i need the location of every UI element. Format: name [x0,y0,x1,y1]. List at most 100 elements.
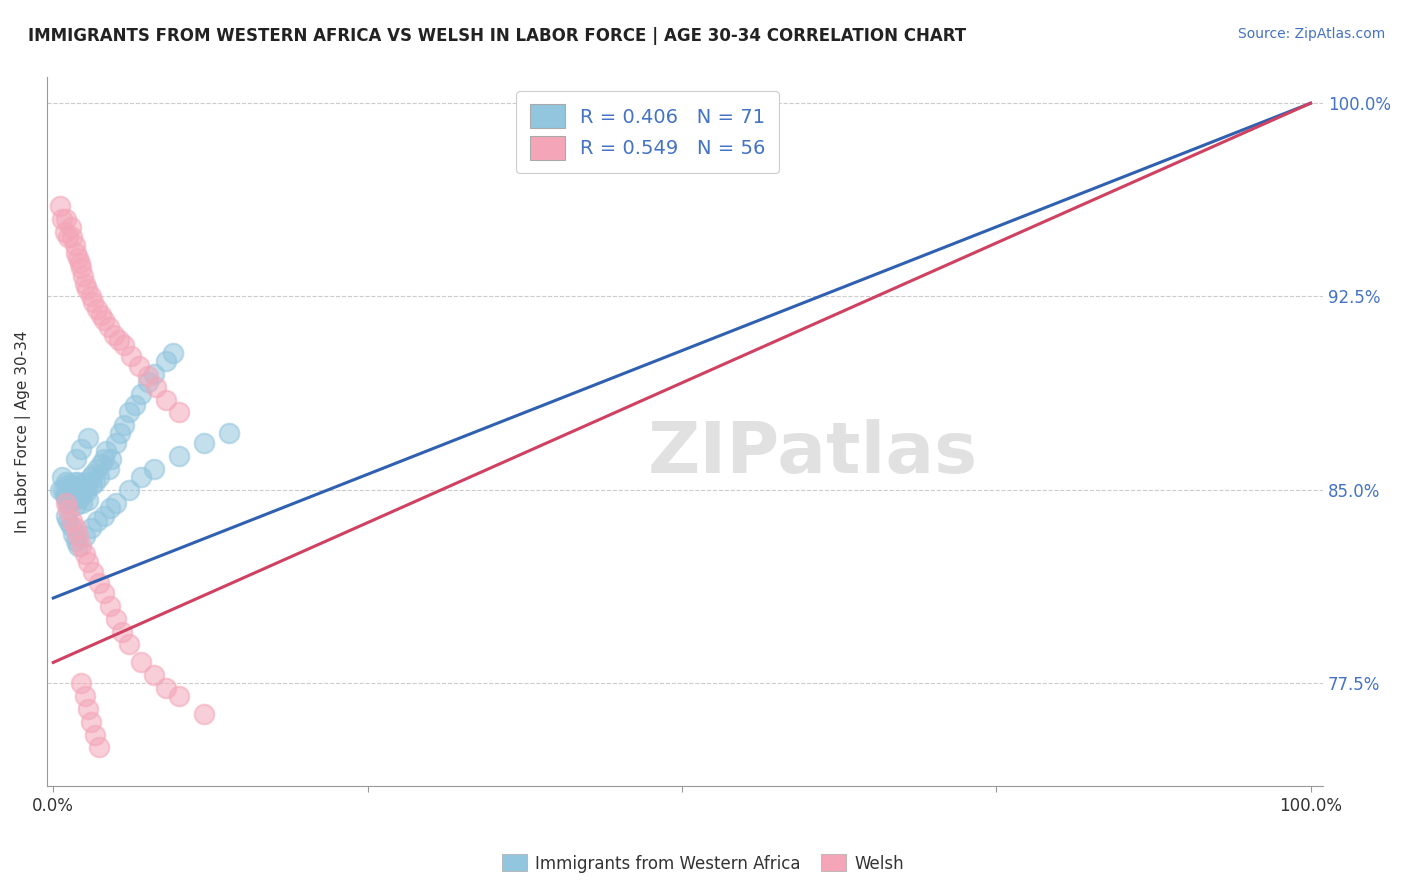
Point [218,426,240,441]
Point [82,294,104,309]
Point [80,289,103,303]
Point [72,483,94,497]
Point [193,436,215,450]
Point [53,225,76,239]
Point [136,369,159,384]
Point [103,328,125,343]
Point [70,540,93,554]
Point [67,488,90,502]
Point [65,521,87,535]
Point [70,676,93,690]
Point [155,681,177,696]
Point [82,467,104,482]
Point [167,450,190,464]
Point [87,740,110,755]
Point [86,302,108,317]
Point [105,496,128,510]
Point [76,477,98,491]
Point [108,426,131,441]
Point [129,470,152,484]
Point [56,477,79,491]
Point [128,359,150,373]
Point [111,624,134,639]
Point [48,199,70,213]
Point [55,491,77,505]
Point [155,392,177,407]
Point [75,485,97,500]
Point [107,334,129,348]
Text: ZIPatlas: ZIPatlas [648,418,977,488]
Point [94,444,117,458]
Point [82,477,104,491]
Point [65,488,87,502]
Text: Source: ZipAtlas.com: Source: ZipAtlas.com [1237,27,1385,41]
Point [67,540,90,554]
Point [70,442,93,456]
Y-axis label: In Labor Force | Age 30-34: In Labor Force | Age 30-34 [15,331,31,533]
Point [118,483,141,497]
Point [67,251,90,265]
Point [55,212,77,227]
Point [105,436,128,450]
Point [72,268,94,283]
Point [55,508,77,523]
Point [98,500,121,515]
Point [93,451,115,466]
Point [83,728,105,742]
Legend: R = 0.406   N = 71, R = 0.549   N = 56: R = 0.406 N = 71, R = 0.549 N = 56 [516,91,779,173]
Point [142,668,165,682]
Point [77,493,100,508]
Point [120,349,142,363]
Point [65,245,87,260]
Point [90,457,112,471]
Point [82,566,104,580]
Point [87,470,110,484]
Point [65,534,87,549]
Point [86,514,108,528]
Point [90,308,112,322]
Point [70,480,93,494]
Point [70,261,93,276]
Point [80,470,103,484]
Point [73,547,96,561]
Point [142,367,165,381]
Point [98,599,121,613]
Legend: Immigrants from Western Africa, Welsh: Immigrants from Western Africa, Welsh [495,847,911,880]
Point [142,462,165,476]
Point [52,483,75,497]
Point [60,477,83,491]
Point [77,555,100,569]
Point [73,529,96,543]
Point [55,496,77,510]
Point [63,238,86,252]
Point [69,491,91,505]
Point [93,508,115,523]
Point [167,405,190,419]
Point [58,496,80,510]
Point [60,230,83,244]
Point [155,354,177,368]
Point [48,483,70,497]
Point [51,212,73,227]
Point [65,498,87,512]
Point [66,483,89,497]
Point [193,706,215,721]
Point [58,230,80,244]
Point [58,514,80,528]
Point [80,521,103,535]
Point [93,312,115,326]
Point [67,475,90,489]
Point [70,496,93,510]
Point [73,475,96,489]
Point [118,637,141,651]
Point [167,689,190,703]
Point [58,503,80,517]
Point [60,514,83,528]
Point [162,346,184,360]
Point [77,431,100,445]
Point [58,485,80,500]
Point [77,702,100,716]
Point [100,451,122,466]
Point [83,475,105,489]
Point [70,488,93,502]
